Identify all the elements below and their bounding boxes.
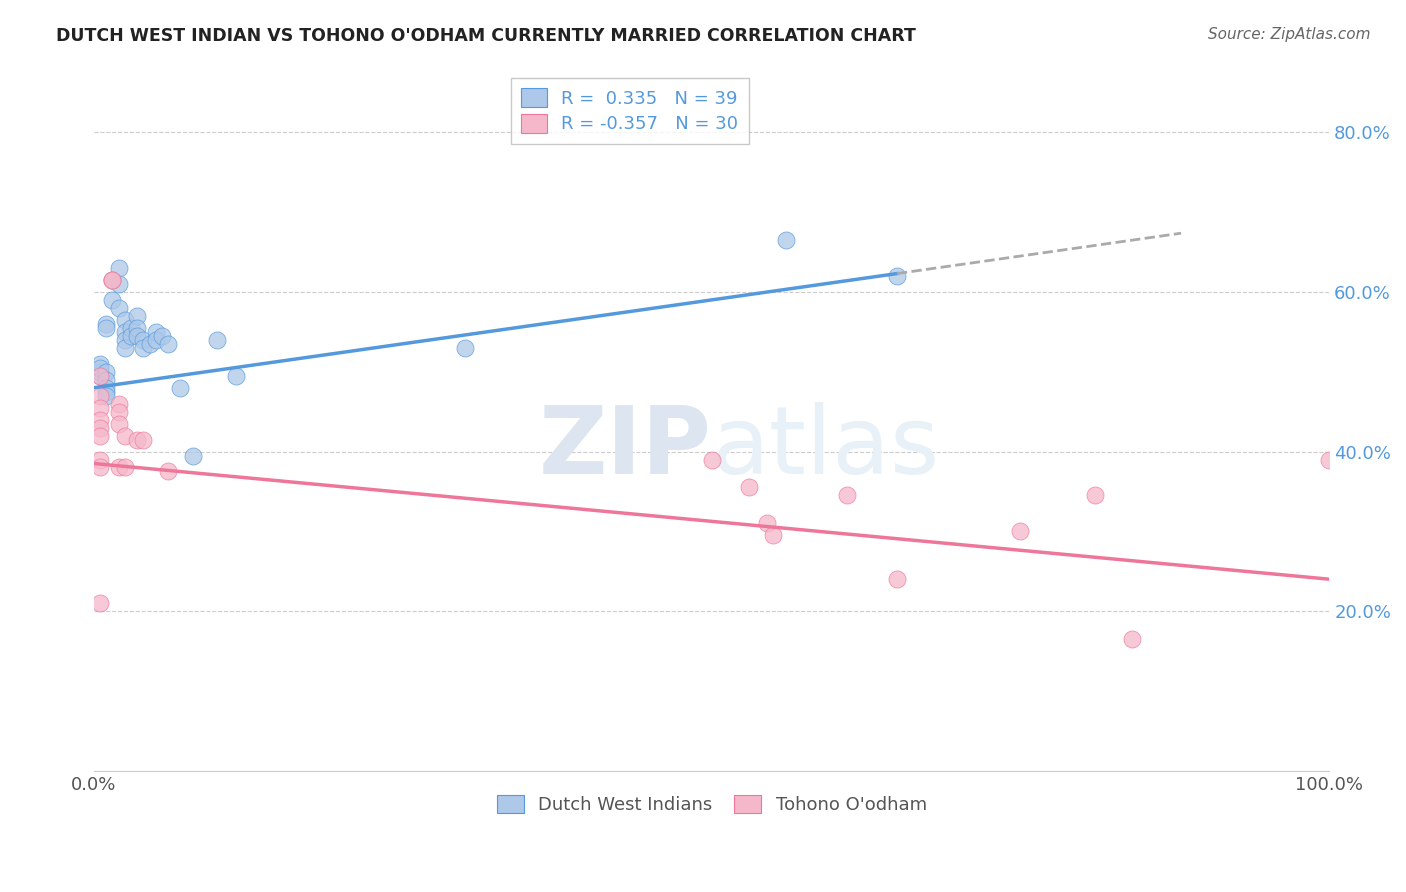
Point	[775, 233, 797, 247]
Point	[1083, 488, 1105, 502]
Point	[453, 341, 475, 355]
Point	[157, 465, 180, 479]
Point	[89, 389, 111, 403]
Point	[96, 321, 118, 335]
Point	[89, 365, 111, 379]
Point	[89, 460, 111, 475]
Point	[101, 293, 124, 307]
Point	[169, 381, 191, 395]
Point	[89, 368, 111, 383]
Point	[1121, 632, 1143, 646]
Point	[96, 389, 118, 403]
Point	[127, 309, 149, 323]
Point	[181, 449, 204, 463]
Point	[157, 336, 180, 351]
Point	[114, 341, 136, 355]
Point	[107, 301, 129, 315]
Point	[886, 572, 908, 586]
Point	[96, 317, 118, 331]
Point	[145, 333, 167, 347]
Point	[107, 277, 129, 291]
Point	[107, 404, 129, 418]
Point	[127, 433, 149, 447]
Point	[101, 273, 124, 287]
Text: Source: ZipAtlas.com: Source: ZipAtlas.com	[1208, 27, 1371, 42]
Point	[89, 428, 111, 442]
Point	[107, 417, 129, 431]
Point	[127, 328, 149, 343]
Point	[96, 381, 118, 395]
Point	[114, 325, 136, 339]
Point	[120, 328, 142, 343]
Point	[1317, 452, 1340, 467]
Point	[150, 328, 173, 343]
Point	[225, 368, 247, 383]
Point	[89, 368, 111, 383]
Text: DUTCH WEST INDIAN VS TOHONO O'ODHAM CURRENTLY MARRIED CORRELATION CHART: DUTCH WEST INDIAN VS TOHONO O'ODHAM CURR…	[56, 27, 917, 45]
Text: atlas: atlas	[711, 401, 939, 493]
Point	[96, 365, 118, 379]
Point	[114, 428, 136, 442]
Point	[120, 321, 142, 335]
Point	[1010, 524, 1032, 539]
Point	[127, 321, 149, 335]
Point	[96, 384, 118, 399]
Point	[132, 333, 155, 347]
Point	[89, 596, 111, 610]
Point	[837, 488, 859, 502]
Point	[132, 433, 155, 447]
Point	[737, 480, 759, 494]
Point	[107, 460, 129, 475]
Point	[96, 373, 118, 387]
Point	[700, 452, 723, 467]
Point	[89, 420, 111, 434]
Point	[107, 397, 129, 411]
Point	[89, 452, 111, 467]
Point	[89, 401, 111, 415]
Point	[756, 516, 779, 531]
Point	[101, 273, 124, 287]
Point	[207, 333, 229, 347]
Point	[107, 260, 129, 275]
Point	[89, 360, 111, 375]
Point	[114, 313, 136, 327]
Point	[886, 268, 908, 283]
Text: ZIP: ZIP	[538, 401, 711, 493]
Point	[114, 460, 136, 475]
Point	[89, 412, 111, 426]
Legend: Dutch West Indians, Tohono O'odham: Dutch West Indians, Tohono O'odham	[485, 784, 938, 825]
Point	[762, 528, 785, 542]
Point	[138, 336, 160, 351]
Point	[89, 357, 111, 371]
Point	[114, 333, 136, 347]
Point	[101, 273, 124, 287]
Point	[132, 341, 155, 355]
Point	[145, 325, 167, 339]
